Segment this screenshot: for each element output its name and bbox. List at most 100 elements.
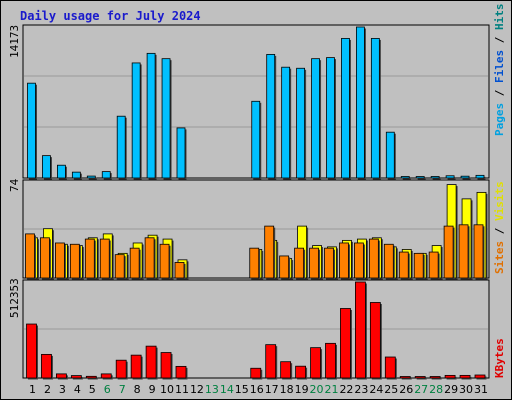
hits-bar-day-28-shadow xyxy=(432,178,441,180)
hits-bar-day-25 xyxy=(385,131,395,179)
hits-bar-day-22 xyxy=(341,38,350,179)
sites-bar-day-28 xyxy=(428,251,439,279)
hits-bar-day-16 xyxy=(251,100,261,179)
kbytes-bar-day-17 xyxy=(265,344,277,379)
day-label-2: 2 xyxy=(44,383,51,396)
hits-bar-day-2 xyxy=(42,155,51,179)
kbytes-bar-day-26-shadow xyxy=(401,378,412,380)
hits-bar-day-17 xyxy=(266,54,276,179)
kbytes-bar-day-22 xyxy=(340,308,351,379)
kbytes-bar-day-1 xyxy=(26,323,37,379)
day-label-4: 4 xyxy=(74,383,81,396)
day-label-7: 7 xyxy=(119,383,126,396)
sites-bar-day-20 xyxy=(309,247,319,279)
hits-bar-day-29 xyxy=(445,175,455,179)
max-label-2: 74 xyxy=(8,178,21,192)
day-label-31: 31 xyxy=(474,383,488,396)
day-label-12: 12 xyxy=(190,383,204,396)
day-label-18: 18 xyxy=(280,383,294,396)
sites-bar-day-2 xyxy=(40,237,50,279)
hits-bar-day-7 xyxy=(116,115,126,179)
kbytes-bar-day-20 xyxy=(310,347,321,379)
day-label-26: 26 xyxy=(399,383,413,396)
hits-bar-day-30 xyxy=(460,175,470,179)
hits-bar-day-23 xyxy=(355,26,365,179)
day-label-10: 10 xyxy=(160,383,174,396)
kbytes-bar-day-8 xyxy=(130,354,142,379)
sites-bar-day-18 xyxy=(279,255,290,279)
day-label-24: 24 xyxy=(369,383,383,396)
kbytes-bar-day-21 xyxy=(325,342,336,379)
day-label-17: 17 xyxy=(265,383,279,396)
sites-bar-day-3 xyxy=(55,242,65,279)
sites-bar-day-22 xyxy=(339,242,349,279)
day-label-3: 3 xyxy=(59,383,66,396)
kbytes-bar-day-19 xyxy=(295,365,307,379)
sites-bar-day-24 xyxy=(368,238,379,279)
day-label-28: 28 xyxy=(429,383,443,396)
day-label-22: 22 xyxy=(339,383,353,396)
day-label-25: 25 xyxy=(384,383,398,396)
kbytes-bar-day-28 xyxy=(429,376,441,379)
legend-separator: / xyxy=(493,221,506,241)
day-label-27: 27 xyxy=(414,383,428,396)
kbytes-bar-day-26 xyxy=(399,376,411,379)
kbytes-bar-day-11 xyxy=(175,365,187,379)
sites-bar-day-19 xyxy=(294,247,305,279)
kbytes-bar-day-9 xyxy=(145,345,157,379)
hits-bar-day-27 xyxy=(415,176,425,179)
sites-bar-day-10 xyxy=(159,243,170,279)
legend-pages: Pages xyxy=(493,103,506,136)
sites-bar-day-29 xyxy=(443,225,454,279)
hits-bar-day-26-shadow xyxy=(402,178,411,180)
kbytes-bar-day-5 xyxy=(85,375,97,379)
hits-bar-day-30-shadow xyxy=(462,177,471,180)
hits-bar-day-27-shadow xyxy=(417,178,426,180)
day-label-23: 23 xyxy=(354,383,368,396)
legend-panel-3: KBytes xyxy=(493,338,506,378)
day-label-11: 11 xyxy=(175,383,189,396)
day-label-5: 5 xyxy=(89,383,96,396)
day-label-15: 15 xyxy=(235,383,249,396)
kbytes-bar-day-4 xyxy=(70,375,82,379)
day-label-13: 13 xyxy=(205,383,219,396)
kbytes-bar-day-28-shadow xyxy=(431,378,442,380)
hits-bar-day-8 xyxy=(131,62,141,179)
kbytes-bar-day-27-shadow xyxy=(416,378,427,380)
hits-bar-day-20 xyxy=(311,58,320,179)
sites-bar-day-27 xyxy=(413,252,424,279)
sites-bar-day-7 xyxy=(114,254,125,279)
sites-bar-day-6 xyxy=(99,238,110,279)
sites-bar-day-17 xyxy=(264,225,275,279)
kbytes-bar-day-25 xyxy=(384,356,396,379)
hits-bar-day-28 xyxy=(430,176,440,179)
hits-bar-day-6 xyxy=(101,171,111,179)
sites-bar-day-23 xyxy=(353,242,364,279)
hits-bar-day-3 xyxy=(57,164,66,179)
hits-bar-day-21 xyxy=(326,57,335,179)
kbytes-bar-day-23 xyxy=(354,281,366,379)
sites-bar-day-30 xyxy=(458,224,469,279)
hits-bar-day-9 xyxy=(146,52,156,179)
hits-bar-day-1 xyxy=(27,82,36,179)
day-label-14: 14 xyxy=(220,383,234,396)
legend-separator: / xyxy=(493,83,506,103)
panels xyxy=(22,24,490,379)
day-label-8: 8 xyxy=(134,383,141,396)
day-label-16: 16 xyxy=(250,383,264,396)
hits-bar-day-19 xyxy=(296,67,306,179)
sites-bar-day-1 xyxy=(25,233,35,279)
hits-bar-day-26 xyxy=(400,176,410,179)
kbytes-bar-day-6 xyxy=(100,373,112,379)
kbytes-bar-day-10 xyxy=(160,352,172,379)
sites-bar-day-21 xyxy=(324,247,334,279)
hits-bar-day-11 xyxy=(176,127,186,179)
hits-bar-day-31 xyxy=(475,174,485,179)
hits-bar-day-5-shadow xyxy=(88,177,97,180)
day-label-6: 6 xyxy=(104,383,111,396)
bars xyxy=(25,26,488,380)
hits-bar-day-24 xyxy=(370,38,380,179)
day-label-30: 30 xyxy=(459,383,473,396)
